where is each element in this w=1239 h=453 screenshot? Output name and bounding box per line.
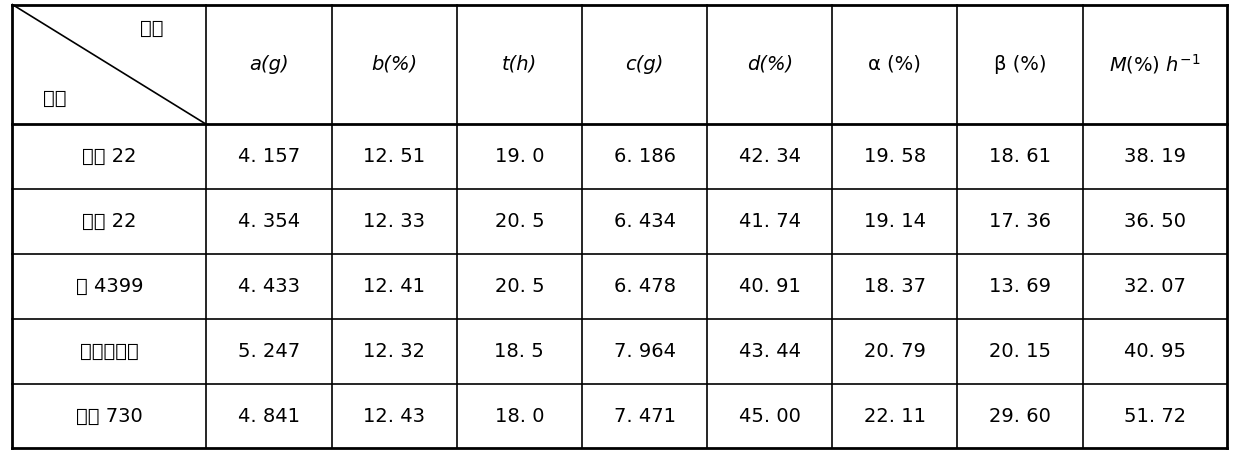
Text: 19. 14: 19. 14 — [864, 212, 926, 231]
Text: 36. 50: 36. 50 — [1124, 212, 1186, 231]
Text: 19. 58: 19. 58 — [864, 147, 926, 166]
Text: a(g): a(g) — [249, 55, 289, 74]
Text: 7. 964: 7. 964 — [613, 342, 675, 361]
Text: 20. 15: 20. 15 — [989, 342, 1051, 361]
Text: 济麦 22: 济麦 22 — [82, 212, 136, 231]
Text: 兰考矮早八: 兰考矮早八 — [81, 342, 139, 361]
Text: 45. 00: 45. 00 — [738, 406, 800, 425]
Text: 7. 471: 7. 471 — [613, 406, 675, 425]
Text: 19. 0: 19. 0 — [494, 147, 544, 166]
Text: 18. 61: 18. 61 — [989, 147, 1051, 166]
Text: 18. 37: 18. 37 — [864, 277, 926, 296]
Text: 12. 43: 12. 43 — [363, 406, 425, 425]
Text: 22. 11: 22. 11 — [864, 406, 926, 425]
Text: d(%): d(%) — [747, 55, 793, 74]
Text: 43. 44: 43. 44 — [738, 342, 800, 361]
Text: 40. 91: 40. 91 — [738, 277, 800, 296]
Text: 18. 5: 18. 5 — [494, 342, 544, 361]
Text: 12. 32: 12. 32 — [363, 342, 425, 361]
Text: 13. 69: 13. 69 — [989, 277, 1051, 296]
Text: 6. 478: 6. 478 — [613, 277, 675, 296]
Text: 4. 433: 4. 433 — [238, 277, 300, 296]
Text: 38. 19: 38. 19 — [1124, 147, 1186, 166]
Text: 参数: 参数 — [140, 19, 164, 38]
Text: β (%): β (%) — [994, 55, 1046, 74]
Text: α (%): α (%) — [869, 55, 922, 74]
Text: 20. 79: 20. 79 — [864, 342, 926, 361]
Text: 42. 34: 42. 34 — [738, 147, 800, 166]
Text: $M(\%) \ h^{-1}$: $M(\%) \ h^{-1}$ — [1109, 53, 1201, 77]
Text: 4. 354: 4. 354 — [238, 212, 300, 231]
Text: 6. 434: 6. 434 — [613, 212, 675, 231]
Text: t(h): t(h) — [502, 55, 536, 74]
Text: 41. 74: 41. 74 — [738, 212, 800, 231]
Text: 石麦 22: 石麦 22 — [82, 147, 136, 166]
Text: c(g): c(g) — [626, 55, 664, 74]
Text: 29. 60: 29. 60 — [989, 406, 1051, 425]
Text: 17. 36: 17. 36 — [989, 212, 1051, 231]
Text: 40. 95: 40. 95 — [1124, 342, 1186, 361]
Text: 51. 72: 51. 72 — [1124, 406, 1186, 425]
Text: 5. 247: 5. 247 — [238, 342, 300, 361]
Text: 12. 41: 12. 41 — [363, 277, 425, 296]
Text: 那生 730: 那生 730 — [76, 406, 142, 425]
Text: 32. 07: 32. 07 — [1124, 277, 1186, 296]
Text: 4. 157: 4. 157 — [238, 147, 300, 166]
Text: 4. 841: 4. 841 — [238, 406, 300, 425]
Text: 12. 33: 12. 33 — [363, 212, 425, 231]
Text: 衡 4399: 衡 4399 — [76, 277, 144, 296]
Text: 6. 186: 6. 186 — [613, 147, 675, 166]
Text: 12. 51: 12. 51 — [363, 147, 425, 166]
Text: 20. 5: 20. 5 — [494, 212, 544, 231]
Text: 品种: 品种 — [43, 88, 67, 107]
Text: 20. 5: 20. 5 — [494, 277, 544, 296]
Text: b(%): b(%) — [372, 55, 418, 74]
Text: 18. 0: 18. 0 — [494, 406, 544, 425]
